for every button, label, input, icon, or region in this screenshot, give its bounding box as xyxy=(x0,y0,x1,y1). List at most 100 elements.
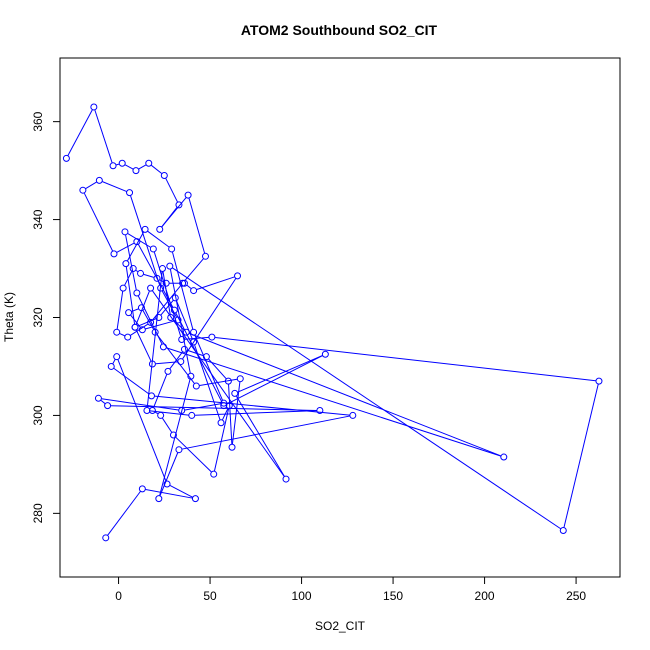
series-segment xyxy=(215,336,596,382)
series-segment xyxy=(137,295,163,345)
data-point xyxy=(129,265,137,273)
series-segment xyxy=(213,408,230,472)
data-point xyxy=(166,262,174,270)
series-segment xyxy=(182,415,350,450)
series-segment xyxy=(135,291,150,325)
x-tick-label: 250 xyxy=(566,589,586,603)
data-point xyxy=(110,250,118,258)
data-point xyxy=(178,336,186,344)
series-segment xyxy=(563,384,599,528)
data-point xyxy=(79,186,87,194)
series-segment xyxy=(169,269,191,374)
series-segment xyxy=(130,314,141,328)
data-point xyxy=(184,191,192,199)
data-point xyxy=(151,328,159,336)
series-segment xyxy=(135,330,152,362)
x-axis-label: SO2_CIT xyxy=(315,619,366,633)
data-point xyxy=(201,252,209,260)
series-segment xyxy=(154,411,159,415)
series-segment xyxy=(143,273,154,278)
data-point xyxy=(95,176,103,184)
data-point xyxy=(157,411,165,419)
series-segment xyxy=(152,290,285,477)
series-segment xyxy=(102,181,127,192)
series-segment xyxy=(175,436,212,473)
chart-title: ATOM2 Southbound SO2_CIT xyxy=(241,22,438,38)
data-point xyxy=(349,411,357,419)
series-segment xyxy=(226,355,323,405)
series-segment xyxy=(110,405,317,411)
data-point xyxy=(559,526,567,534)
x-tick-label: 0 xyxy=(115,589,122,603)
series-segment xyxy=(101,398,179,411)
data-point xyxy=(149,245,157,253)
series-segment xyxy=(171,252,194,330)
series-segment xyxy=(150,410,189,416)
data-point xyxy=(220,402,228,410)
data-point xyxy=(159,343,167,351)
data-point xyxy=(171,294,179,302)
data-point xyxy=(157,284,165,292)
data-point xyxy=(210,470,218,478)
data-point xyxy=(170,306,178,314)
x-tick-label: 200 xyxy=(475,589,495,603)
series-segment xyxy=(147,230,170,248)
series-segment xyxy=(165,178,178,203)
data-point xyxy=(164,367,172,375)
data-point xyxy=(190,287,198,295)
data-point xyxy=(156,225,164,233)
data-point xyxy=(321,350,329,358)
series-segment xyxy=(194,335,223,401)
series-segment xyxy=(116,291,124,329)
data-point xyxy=(133,289,141,297)
series-segment xyxy=(169,485,193,498)
data-point xyxy=(182,328,190,336)
series-segment xyxy=(184,403,221,411)
series-segment xyxy=(130,195,161,286)
data-point xyxy=(104,402,112,410)
data-point xyxy=(180,345,188,353)
data-point xyxy=(224,377,232,385)
data-point xyxy=(121,228,129,236)
series-segment xyxy=(146,271,163,408)
series-segment xyxy=(184,258,204,282)
data-point xyxy=(107,362,115,370)
series-segment xyxy=(116,242,135,253)
series-segment xyxy=(112,359,116,364)
series-segment xyxy=(94,109,113,163)
data-point xyxy=(208,333,216,341)
series-segment xyxy=(138,164,147,170)
data-point xyxy=(90,103,98,111)
data-point xyxy=(138,326,146,334)
x-tick-label: 50 xyxy=(203,589,217,603)
data-point xyxy=(192,382,200,390)
series-segment xyxy=(188,198,206,254)
series-segment xyxy=(161,197,187,228)
data-point xyxy=(62,154,70,162)
series-segment xyxy=(172,267,561,530)
data-point xyxy=(113,328,121,336)
data-point xyxy=(175,446,183,454)
data-point xyxy=(143,407,151,415)
data-point xyxy=(162,279,170,287)
x-tick-label: 100 xyxy=(292,589,312,603)
data-point xyxy=(122,260,130,268)
data-point xyxy=(202,353,210,361)
data-point xyxy=(282,475,290,483)
data-point xyxy=(180,279,188,287)
y-tick-label: 300 xyxy=(31,405,45,425)
data-point xyxy=(190,338,198,346)
plot-frame xyxy=(59,57,621,578)
series-segment xyxy=(155,361,178,365)
series-segment xyxy=(189,332,501,457)
series-segment xyxy=(166,347,501,457)
x-axis: 0 50 100 150 200 250 xyxy=(115,577,586,603)
data-point xyxy=(132,167,140,175)
data-point xyxy=(169,431,177,439)
series-segment xyxy=(127,233,151,248)
data-point xyxy=(119,284,127,292)
series-segment xyxy=(145,488,193,499)
data-point xyxy=(187,372,195,380)
series-segment xyxy=(160,300,174,316)
